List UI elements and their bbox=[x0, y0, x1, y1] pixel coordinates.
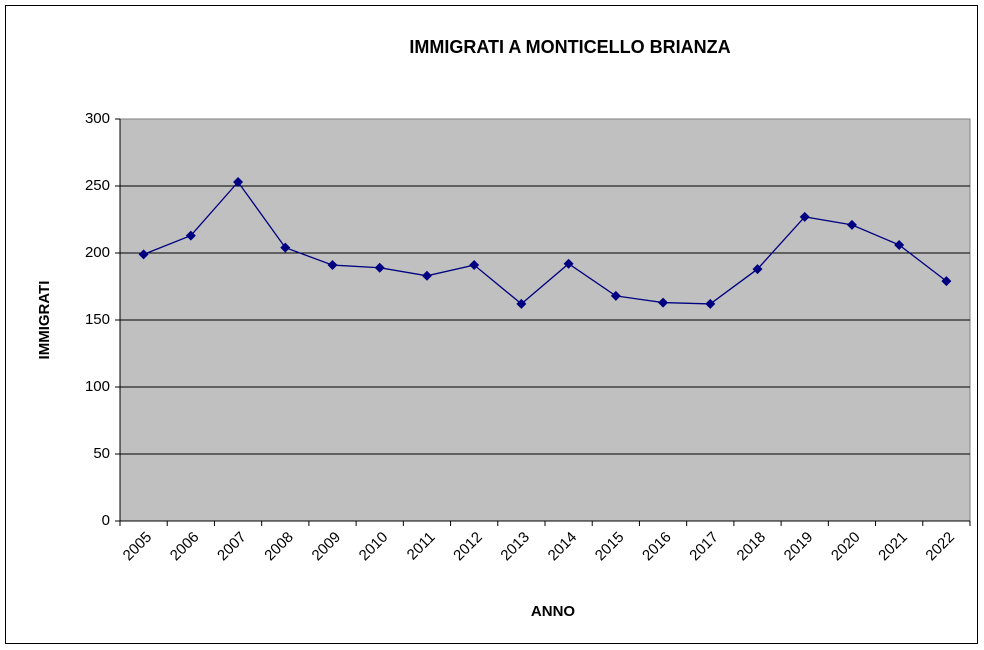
y-tick-label: 250 bbox=[85, 177, 110, 194]
data-point bbox=[563, 258, 574, 269]
y-tick-label: 100 bbox=[85, 378, 110, 395]
data-point bbox=[233, 176, 244, 187]
data-point bbox=[138, 249, 149, 260]
x-axis-label: ANNO bbox=[531, 603, 575, 620]
data-point bbox=[421, 270, 432, 281]
data-point bbox=[516, 298, 527, 309]
chart-title: IMMIGRATI A MONTICELLO BRIANZA bbox=[409, 37, 730, 57]
y-tick-label: 150 bbox=[85, 311, 110, 328]
data-line bbox=[143, 180, 947, 305]
data-point bbox=[799, 211, 810, 222]
data-point bbox=[374, 262, 385, 273]
data-point bbox=[941, 276, 952, 287]
data-point bbox=[658, 297, 669, 308]
y-tick-label: 50 bbox=[93, 445, 110, 462]
data-point bbox=[327, 260, 338, 271]
data-point bbox=[894, 239, 905, 250]
y-tick-label: 200 bbox=[85, 244, 110, 261]
data-point bbox=[846, 219, 857, 230]
y-tick-label: 0 bbox=[102, 512, 110, 529]
y-tick-label: 300 bbox=[85, 110, 110, 127]
data-point bbox=[610, 290, 621, 301]
data-point bbox=[280, 242, 291, 253]
y-axis-label: IMMIGRATI bbox=[36, 281, 53, 360]
data-point bbox=[705, 298, 716, 309]
data-point bbox=[469, 260, 480, 271]
data-point bbox=[185, 230, 196, 241]
data-point bbox=[752, 264, 763, 275]
